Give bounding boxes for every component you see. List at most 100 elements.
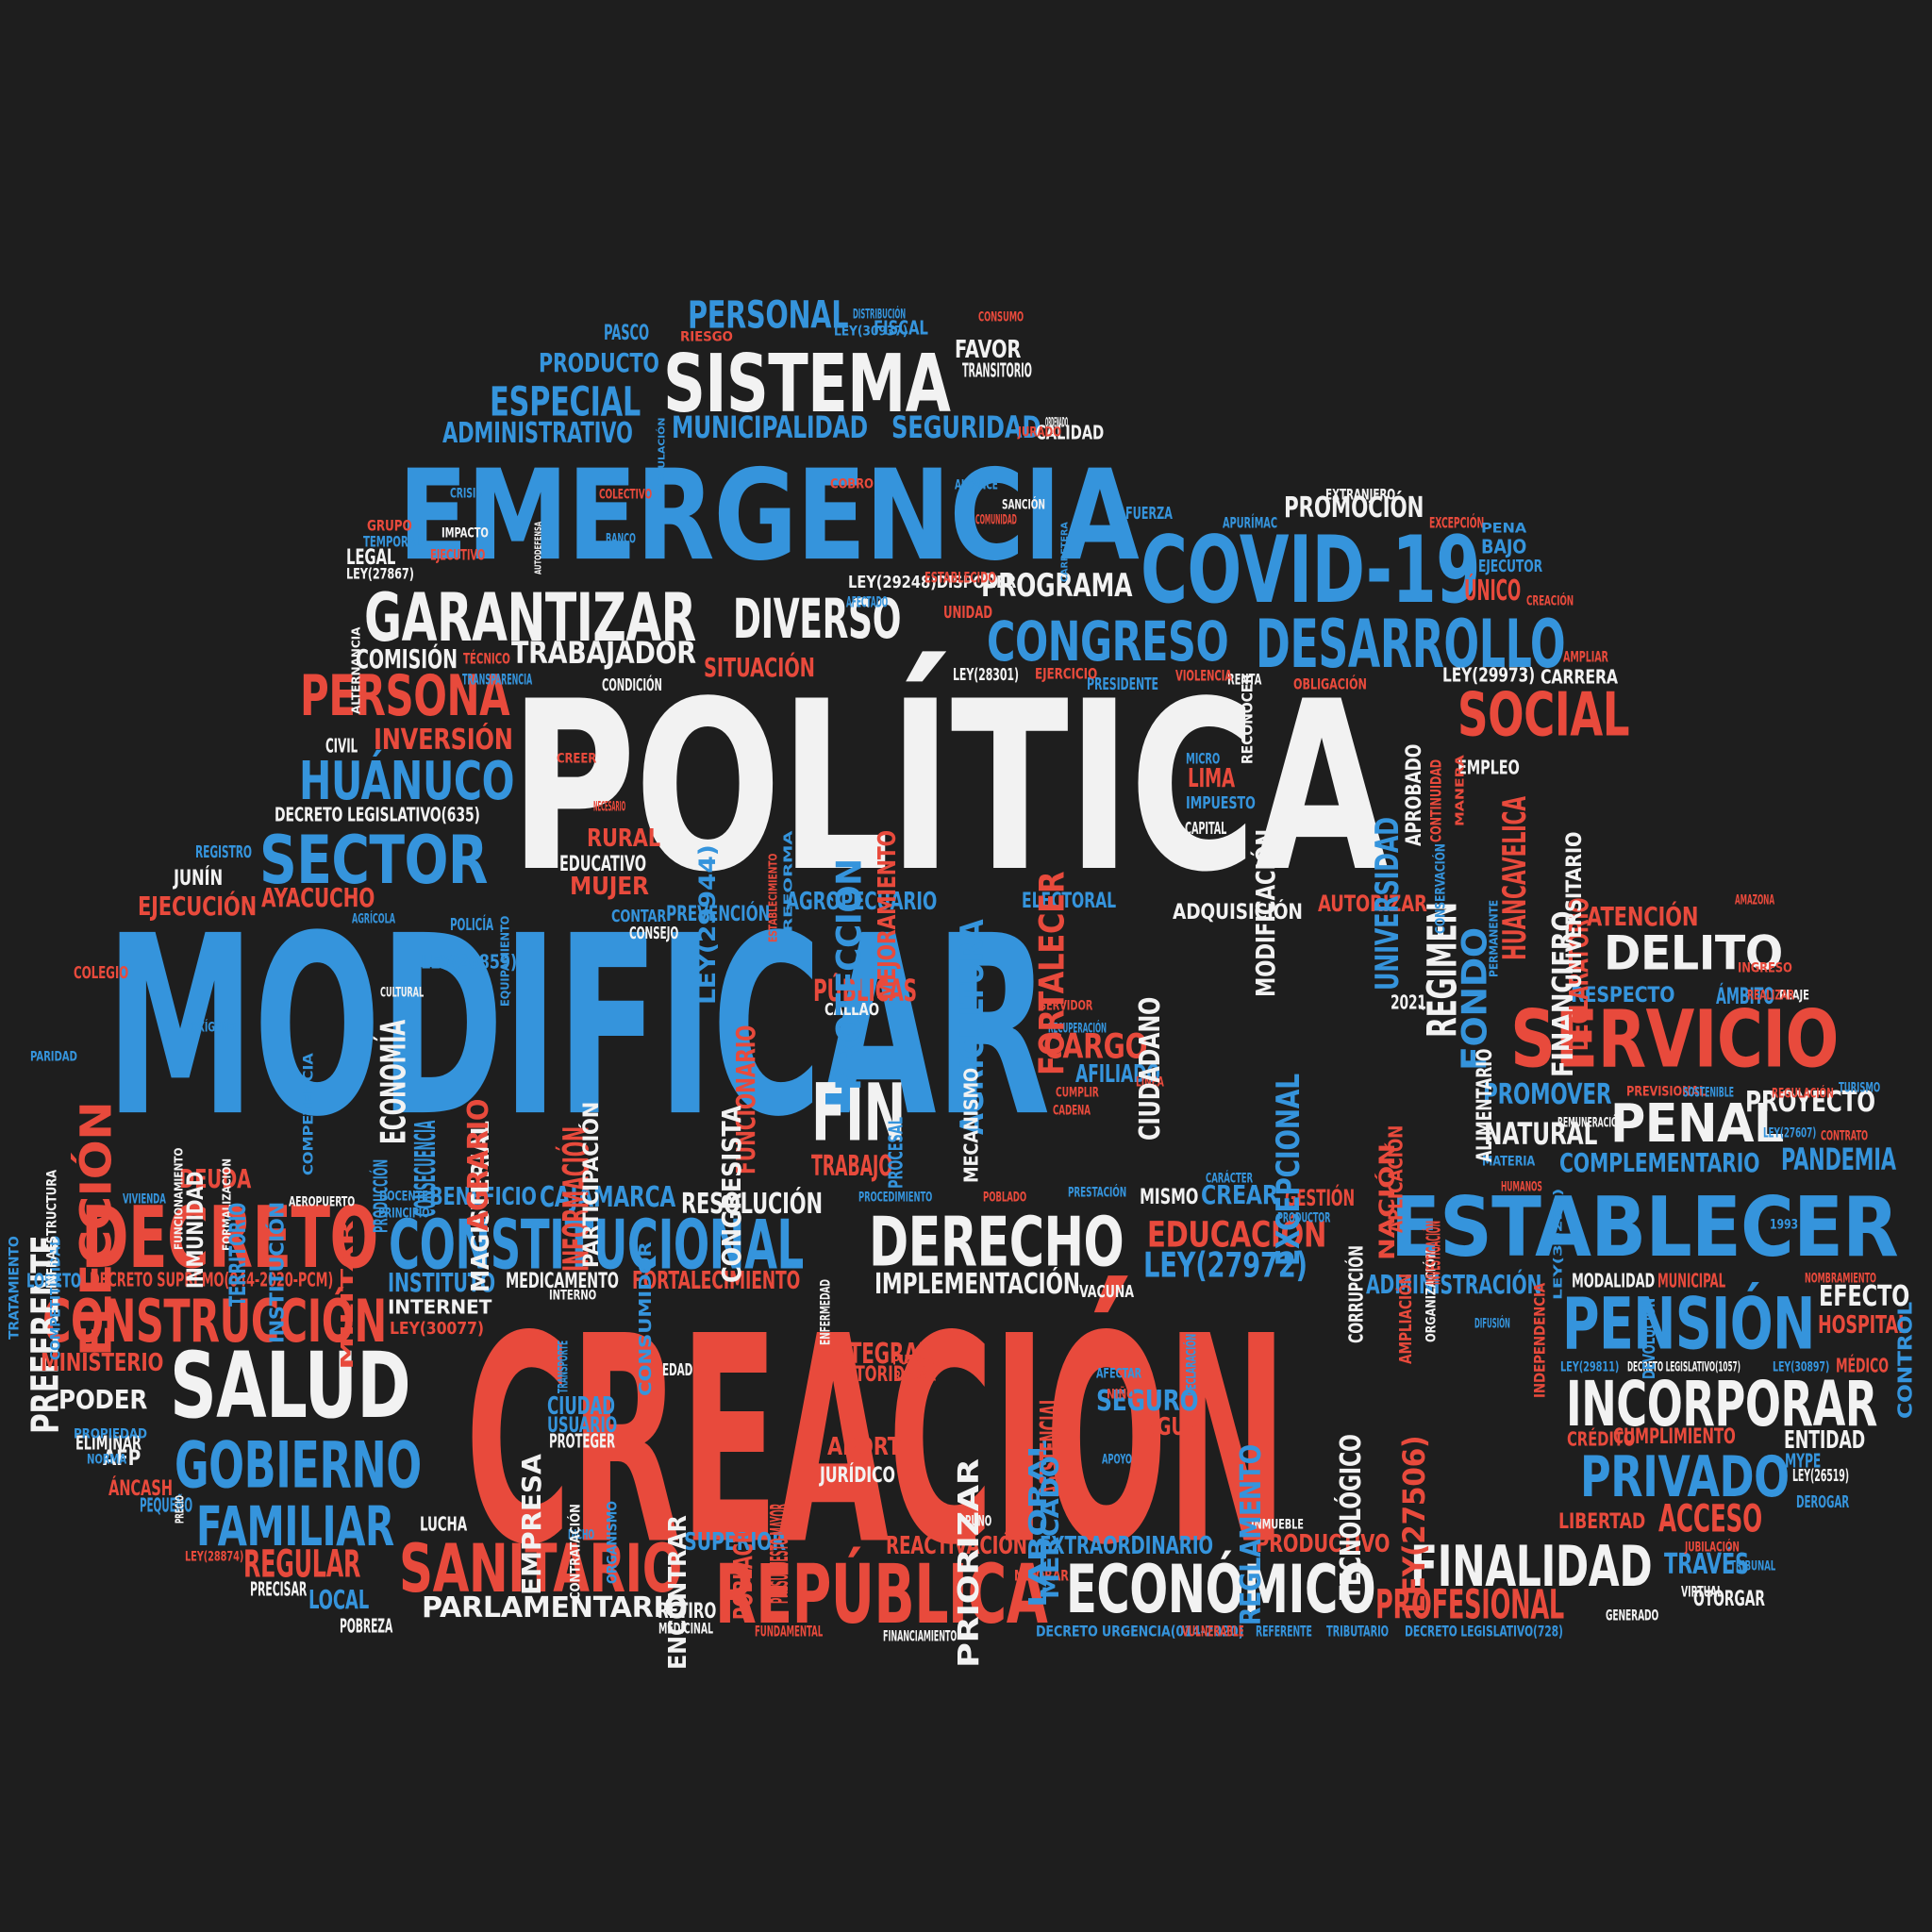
word: FAMILIAR — [196, 1495, 394, 1559]
word: DECRETO LEGISLATIVO(635) — [275, 804, 480, 826]
word: CALIDAD — [1036, 422, 1105, 444]
word: EDUCACIÓN — [1147, 1213, 1326, 1256]
word: INVESTIGACIÓN — [1423, 1221, 1445, 1285]
word: HUANCAVELICA — [1495, 796, 1534, 960]
word: SOCIAL — [1457, 680, 1630, 751]
word: TEMPORAL — [363, 532, 422, 551]
word: PRESIDENTE — [1087, 675, 1158, 694]
word: EMPLEO — [1457, 757, 1520, 779]
word: LOCAL — [308, 1584, 370, 1615]
word: CREER — [557, 750, 597, 766]
word: LEY(27972) — [1143, 1245, 1307, 1286]
word: TRANSITORIO — [962, 359, 1032, 382]
word: FISCAL — [874, 317, 928, 340]
word: PRESTACIÓN — [1068, 1184, 1127, 1200]
word: LEY(29248)DISPONER — [848, 573, 1017, 592]
word: USUARIO — [547, 1412, 618, 1438]
word: MICRO — [1186, 749, 1221, 768]
word: INSTITUTO — [388, 1267, 495, 1298]
word: BANCO — [606, 530, 636, 546]
word: ALIMENTARIO — [1472, 1048, 1497, 1162]
word: TRIBUTARIO — [1326, 1622, 1389, 1641]
word: CALLAO — [824, 1000, 879, 1020]
word: PERSONAL — [688, 292, 849, 338]
word: VIOLENCIA — [1175, 666, 1233, 685]
word: AGRARIO — [462, 1098, 495, 1231]
word: MATERIA — [1482, 1153, 1536, 1169]
word: DELITO — [1604, 925, 1783, 982]
word: INTERNO — [549, 1287, 597, 1303]
word: GRUPO — [367, 516, 412, 535]
word: DERECHO — [869, 1203, 1124, 1282]
word: INMUNIDAD — [181, 1171, 208, 1289]
word: SOSTENIBLE — [1683, 1084, 1734, 1100]
word: TRABAJADOR — [511, 635, 696, 672]
word: ADQUISICIÓN — [1173, 899, 1303, 924]
word: HUMANOS — [1501, 1178, 1542, 1194]
word: LORETO — [26, 1270, 82, 1292]
word: CAJAMARCA — [540, 1181, 675, 1214]
word: CIUDADANO — [1134, 996, 1167, 1141]
word: LEY(26859) — [421, 951, 518, 974]
word: INMUEBLE — [1251, 1516, 1304, 1532]
word: DESARROLLO — [1256, 606, 1566, 683]
word: COMPETENCIA — [300, 1053, 316, 1175]
word: TURISMO — [1839, 1079, 1881, 1095]
word: AGRÍCOLA — [352, 910, 395, 926]
word: FIN — [811, 1066, 906, 1159]
word: TÉCNICO — [463, 649, 510, 668]
word: PROFESIONAL — [1375, 1580, 1565, 1628]
word: ECONOMÍA — [374, 1020, 414, 1144]
word: COMPLEMENTARIO — [1559, 1147, 1760, 1178]
word: TRABAJO — [811, 1150, 892, 1183]
word: PERSONA — [300, 662, 510, 728]
word: CONSECUENCIA — [409, 1120, 442, 1217]
word: EDAD — [662, 1360, 693, 1380]
word: APORTE — [827, 1432, 914, 1461]
word: COLEGIO — [74, 963, 129, 983]
word: CARÁCTER — [1206, 1170, 1254, 1186]
word: EXTRAORDINARIO — [1040, 1531, 1213, 1560]
word: SUPERIOR — [684, 1527, 786, 1557]
word: 2021 — [1391, 991, 1426, 1014]
word: DECLARACIÓN — [1183, 1333, 1199, 1396]
word: INFRAESTRUCTURA — [43, 1170, 59, 1289]
word: APOYO — [1102, 1451, 1132, 1467]
word: CONDICIÓN — [602, 675, 662, 695]
word: HOSPITAL — [1818, 1310, 1908, 1340]
word: CIVIL — [325, 735, 358, 758]
word: SALUD — [170, 1333, 411, 1440]
word: EMPRESA — [516, 1454, 547, 1595]
word: PROMOCIÓN — [1284, 491, 1424, 525]
word: MEJORAMIENTO — [873, 830, 902, 1000]
word: FUNDAMENTAL — [755, 1622, 824, 1641]
word: PRODUCTOR — [1277, 1209, 1331, 1225]
word: PRINCIPIO — [378, 1205, 430, 1221]
word: INTEGRAL — [826, 1338, 930, 1371]
word: PROTEGER — [549, 1430, 615, 1453]
word: LEY(27607) — [1763, 1124, 1817, 1141]
word: COLECTIVO — [599, 486, 653, 502]
word: ÚNICO — [1464, 575, 1521, 608]
word: PUESTA — [892, 1352, 936, 1368]
word: MECANISMO — [960, 1068, 983, 1183]
word: ACCESO — [1658, 1496, 1762, 1541]
word: DEROGAR — [1796, 1492, 1850, 1512]
word: MERCADO — [1036, 1456, 1065, 1599]
word: PEAJE — [1779, 987, 1809, 1003]
word: LEY(30077) — [390, 1319, 484, 1339]
word: TERRITORIO — [224, 1203, 251, 1307]
word: REALIZAR — [1747, 987, 1795, 1003]
word: APLICACIÓN — [1385, 1124, 1407, 1233]
word: IMPACTO — [441, 525, 489, 541]
word: MYPE — [1785, 1450, 1822, 1473]
word: INTERNET — [388, 1296, 492, 1319]
word: CARGO — [1043, 1026, 1148, 1067]
word: UNIDAD — [943, 603, 992, 623]
word: HUÁNUCO — [299, 749, 515, 812]
word: PRESUPUESTO MAYOR — [765, 1503, 794, 1604]
word: AFILIADO — [1075, 1059, 1160, 1089]
word: CONTRATO — [1821, 1127, 1869, 1143]
word: DECRETO — [81, 1189, 378, 1288]
word: RESOLUCIÓN — [681, 1188, 823, 1221]
